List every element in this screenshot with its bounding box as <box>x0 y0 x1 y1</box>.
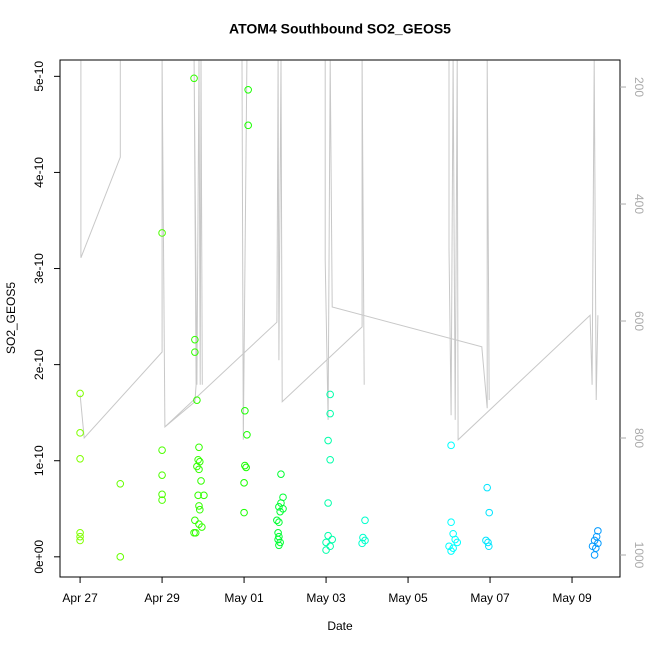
data-point <box>447 518 455 527</box>
data-point <box>485 542 493 551</box>
data-point <box>195 465 203 474</box>
data-point <box>324 531 332 540</box>
plot-frame <box>59 59 621 578</box>
chart-title: ATOM4 Southbound SO2_GEOS5 <box>229 21 451 37</box>
data-point <box>273 516 281 525</box>
data-point <box>590 551 599 559</box>
y-axis-label: SO2_GEOS5 <box>4 282 18 354</box>
data-point <box>158 471 166 479</box>
data-point <box>324 436 332 445</box>
y2-tick-label: 1000 <box>632 542 646 569</box>
data-point <box>275 541 283 550</box>
data-point <box>191 348 199 356</box>
data-point <box>594 527 602 535</box>
x-tick-label: May 01 <box>224 591 264 605</box>
data-point <box>358 539 366 548</box>
data-point <box>275 532 283 541</box>
data-point <box>158 446 166 454</box>
altitude-track <box>79 60 599 441</box>
data-point <box>195 502 203 510</box>
x-tick-label: Apr 29 <box>144 591 180 605</box>
data-point <box>328 535 337 544</box>
y-tick-label: 5e-10 <box>32 61 46 92</box>
data-point <box>483 483 491 492</box>
data-point <box>326 455 334 464</box>
data-point <box>241 406 249 415</box>
data-point <box>484 538 492 547</box>
data-point <box>240 508 248 517</box>
data-point <box>326 390 334 399</box>
y-tick-label: 4e-10 <box>32 157 46 188</box>
data-point <box>243 430 251 439</box>
data-point <box>447 441 455 450</box>
data-point <box>76 532 84 541</box>
data-point <box>485 508 494 517</box>
y-tick-label: 2e-10 <box>32 349 46 380</box>
data-point <box>195 505 204 514</box>
data-point <box>322 546 330 554</box>
data-point <box>447 547 455 555</box>
data-point <box>242 463 250 472</box>
data-point <box>275 503 283 511</box>
data-point <box>191 516 199 525</box>
y2-tick-label: 800 <box>632 428 646 448</box>
data-point <box>326 542 334 551</box>
data-point <box>195 443 203 452</box>
data-point <box>244 85 252 94</box>
data-point <box>197 477 205 485</box>
data-point <box>76 389 84 398</box>
x-tick-label: Apr 27 <box>62 591 98 605</box>
x-tick-label: May 09 <box>552 591 592 605</box>
data-point <box>76 536 84 545</box>
data-point <box>276 507 284 516</box>
y-tick-label: 0e+00 <box>32 540 46 574</box>
data-point <box>244 121 252 130</box>
data-point <box>277 470 285 478</box>
data-point <box>191 335 199 344</box>
data-point <box>158 229 166 237</box>
data-point <box>76 429 84 437</box>
data-point <box>158 490 166 499</box>
data-point <box>195 457 204 466</box>
data-point <box>193 396 201 404</box>
data-point <box>445 542 453 551</box>
data-point <box>76 455 84 463</box>
data-point <box>190 74 198 83</box>
data-point <box>241 461 249 470</box>
x-tick-label: May 07 <box>470 591 510 605</box>
y-tick-label: 1e-10 <box>32 445 46 476</box>
x-tick-label: May 05 <box>388 591 428 605</box>
x-tick-label: May 03 <box>306 591 346 605</box>
data-point <box>198 523 206 531</box>
y-tick-label: 3e-10 <box>32 253 46 284</box>
data-point <box>191 528 200 537</box>
data-point <box>194 455 202 464</box>
y2-tick-label: 400 <box>632 194 646 214</box>
y2-tick-label: 600 <box>632 311 646 331</box>
data-point <box>158 496 166 504</box>
data-point <box>453 538 462 547</box>
data-point <box>76 528 84 537</box>
data-point <box>200 491 208 500</box>
data-point <box>275 518 283 527</box>
data-point <box>322 538 330 547</box>
data-point <box>326 409 334 418</box>
data-point <box>116 553 125 561</box>
data-point <box>324 499 332 507</box>
y2-tick-label: 200 <box>632 77 646 97</box>
data-point <box>194 491 202 500</box>
x-axis-label: Date <box>327 619 353 633</box>
data-point <box>240 479 248 487</box>
data-point <box>116 479 125 488</box>
data-point <box>361 516 369 525</box>
